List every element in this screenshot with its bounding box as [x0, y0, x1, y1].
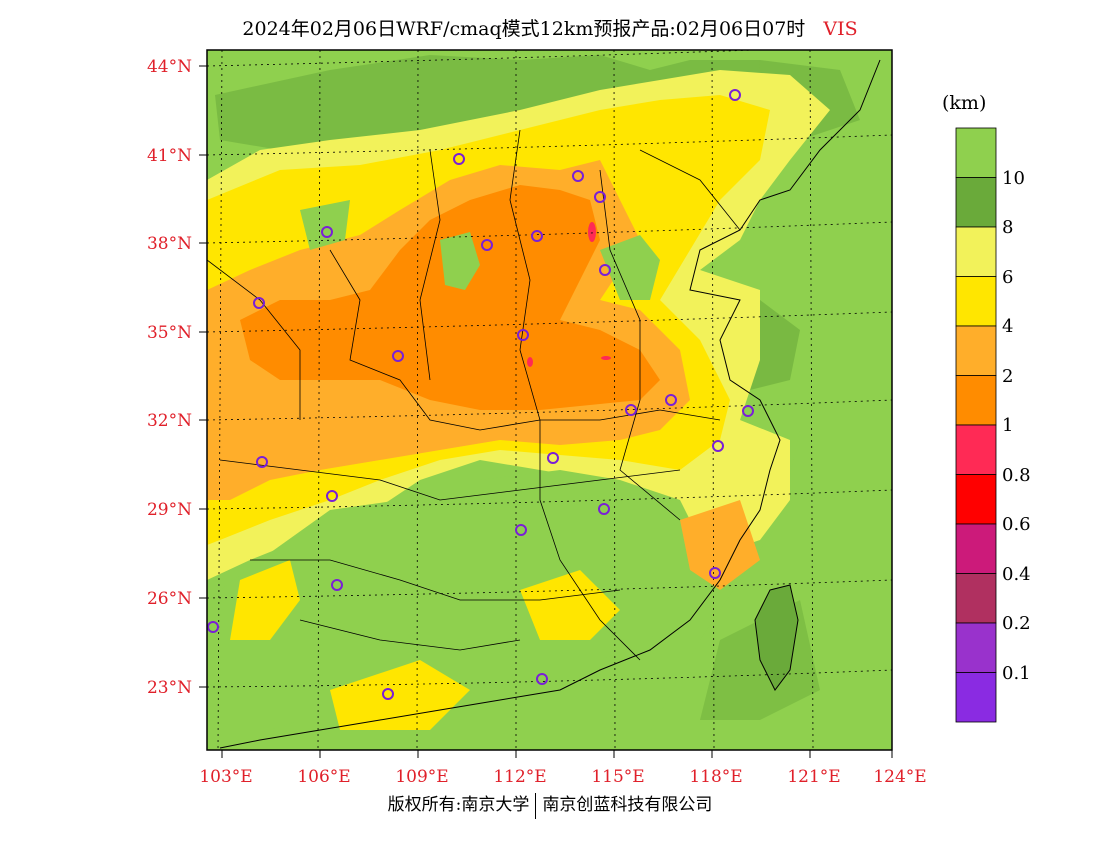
lon-label: 118°E — [689, 767, 742, 787]
city-marker — [481, 239, 493, 251]
city-marker — [665, 394, 677, 406]
city-marker — [709, 567, 721, 579]
colorbar-label: 2 — [1002, 366, 1014, 387]
lon-label: 109°E — [395, 767, 448, 787]
lat-label: 44°N — [147, 57, 192, 77]
city-marker — [572, 170, 584, 182]
lon-label: 103°E — [199, 767, 252, 787]
colorbar-swatch — [955, 226, 997, 277]
lon-label: 106°E — [297, 767, 350, 787]
title-main: 2024年02月06日WRF/cmaq模式12km预报产品:02月06日07时 — [242, 18, 806, 40]
footer-separator — [535, 792, 537, 819]
city-marker — [256, 456, 268, 468]
zone-1-2km — [240, 185, 660, 410]
taiwan — [754, 584, 799, 691]
title-variable: VIS — [823, 18, 858, 40]
low-vis-spot — [588, 222, 596, 242]
province-borders — [207, 129, 741, 661]
south-patch — [680, 500, 760, 590]
colorbar-unit: (km) — [942, 92, 987, 114]
clear-patch — [600, 235, 660, 300]
lon-label: 115°E — [591, 767, 644, 787]
city-marker — [517, 329, 529, 341]
colorbar-label: 10 — [1002, 168, 1025, 189]
colorbar-swatch — [955, 573, 997, 624]
copyright-right: 南京创蓝科技有限公司 — [542, 795, 713, 815]
map-frame — [206, 49, 893, 751]
colorbar-label: 0.6 — [1002, 514, 1031, 535]
city-marker — [547, 452, 559, 464]
south-patch — [520, 570, 620, 640]
colorbar-swatch — [955, 523, 997, 574]
city-marker — [598, 503, 610, 515]
colorbar — [955, 127, 997, 723]
city-marker — [742, 405, 754, 417]
city-marker — [331, 579, 343, 591]
colorbar-label: 8 — [1002, 217, 1014, 238]
colorbar-swatch — [955, 276, 997, 327]
city-markers — [207, 89, 754, 700]
copyright-left: 版权所有:南京大学 — [387, 795, 530, 815]
colorbar-label: 0.1 — [1002, 663, 1031, 684]
colorbar-swatch — [955, 672, 997, 723]
clear-patch — [440, 232, 480, 290]
city-marker — [536, 673, 548, 685]
graticule — [207, 50, 892, 750]
coastline — [219, 59, 881, 749]
lon-tick-marks — [221, 750, 893, 758]
city-marker — [625, 404, 637, 416]
city-marker — [599, 264, 611, 276]
lat-label: 29°N — [147, 500, 192, 520]
city-marker — [729, 89, 741, 101]
city-marker — [382, 688, 394, 700]
colorbar-label: 0.4 — [1002, 564, 1031, 585]
city-marker — [253, 297, 265, 309]
colorbar-label: 1 — [1002, 415, 1014, 436]
city-marker — [531, 230, 543, 242]
city-marker — [321, 226, 333, 238]
lat-label: 35°N — [147, 323, 192, 343]
lat-label: 23°N — [147, 678, 192, 698]
city-marker — [712, 440, 724, 452]
city-marker — [594, 191, 606, 203]
lat-label: 41°N — [147, 146, 192, 166]
city-marker — [392, 350, 404, 362]
city-marker — [515, 524, 527, 536]
colorbar-swatch — [955, 127, 997, 178]
colorbar-swatch — [955, 375, 997, 426]
city-marker — [207, 621, 219, 633]
lon-labels: 103°E 106°E 109°E 112°E 115°E 118°E 121°… — [199, 767, 926, 787]
lat-labels: 44°N 41°N 38°N 35°N 32°N 29°N 26°N 23°N — [147, 57, 192, 698]
south-patch — [330, 660, 470, 730]
copyright-footer: 版权所有:南京大学 南京创蓝科技有限公司 — [0, 790, 1100, 819]
colorbar-swatch — [955, 474, 997, 525]
lat-label: 32°N — [147, 411, 192, 431]
colorbar-label: 0.8 — [1002, 465, 1031, 486]
colorbar-swatch — [955, 177, 997, 228]
clear-patch — [300, 200, 350, 250]
map-field — [207, 50, 892, 750]
colorbar-swatch — [955, 424, 997, 475]
sea-area — [640, 60, 892, 750]
lat-label: 38°N — [147, 234, 192, 254]
colorbar-label: 0.2 — [1002, 613, 1031, 634]
lon-label: 112°E — [493, 767, 546, 787]
lat-tick-marks — [199, 65, 207, 688]
low-vis-spot — [527, 357, 533, 367]
lon-label: 121°E — [787, 767, 840, 787]
lat-label: 26°N — [147, 589, 192, 609]
page-title: 2024年02月06日WRF/cmaq模式12km预报产品:02月06日07时 … — [0, 14, 1100, 41]
south-patch — [230, 560, 300, 640]
city-marker — [453, 153, 465, 165]
low-vis-spot — [601, 356, 611, 360]
south-clear — [207, 470, 700, 745]
city-marker — [326, 490, 338, 502]
lon-label: 124°E — [873, 767, 926, 787]
colorbar-swatch — [955, 325, 997, 376]
colorbar-label: 4 — [1002, 316, 1014, 337]
colorbar-swatch — [955, 622, 997, 673]
colorbar-label: 6 — [1002, 267, 1014, 288]
